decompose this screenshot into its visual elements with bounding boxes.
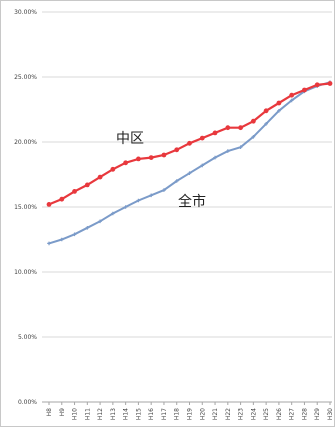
- x-tick-label: H27: [289, 408, 296, 420]
- x-tick-label: H9: [59, 408, 66, 417]
- data-point: [212, 130, 218, 136]
- data-point: [97, 174, 103, 180]
- data-point: [251, 135, 256, 139]
- data-point: [84, 182, 90, 188]
- series-0: [46, 81, 333, 207]
- x-tick-label: H8: [46, 408, 53, 417]
- data-point: [162, 188, 166, 192]
- x-tick-label: H29: [314, 408, 321, 420]
- x-tick-label: H24: [250, 408, 257, 420]
- data-point: [174, 147, 180, 153]
- x-tick-label: H13: [110, 408, 117, 420]
- x-tick-label: H26: [276, 408, 283, 420]
- data-point: [314, 82, 320, 88]
- data-point: [213, 155, 217, 160]
- data-point: [72, 189, 77, 194]
- data-point: [289, 98, 294, 103]
- data-point: [136, 198, 141, 203]
- y-tick-label: 30.00%: [14, 9, 37, 16]
- y-tick-label: 20.00%: [14, 139, 37, 146]
- series-label: 全市: [178, 193, 206, 210]
- y-tick-label: 5.00%: [18, 334, 37, 341]
- data-point: [263, 108, 269, 114]
- data-point: [123, 160, 129, 166]
- gridlines: [42, 11, 332, 403]
- x-tick-label: H20: [199, 408, 206, 420]
- data-point: [111, 211, 115, 216]
- x-tick-label: H19: [187, 408, 194, 420]
- x-tick-label: H10: [72, 408, 79, 420]
- x-tick-label: H21: [212, 408, 219, 420]
- x-axis-ticks: H8 H9 H10 H11 H12 H13 H14 H15 H16 H17 H18 H19 H20 H21…: [46, 402, 334, 420]
- x-tick-label: H25: [263, 408, 270, 420]
- data-point: [47, 241, 51, 246]
- data-point: [148, 155, 154, 161]
- data-point: [161, 152, 167, 158]
- data-point: [59, 237, 64, 242]
- x-tick-label: H28: [301, 408, 308, 420]
- x-tick-label: H15: [135, 408, 142, 420]
- x-tick-label: H11: [84, 408, 91, 420]
- data-point: [225, 125, 231, 131]
- x-tick-label: H12: [97, 408, 104, 420]
- y-axis-ticks: 0.00% 5.00% 10.00% 15.00% 20.00% 25.00% 30.00%: [14, 9, 37, 406]
- data-point: [226, 149, 230, 153]
- data-point: [264, 122, 268, 126]
- data-point: [250, 118, 256, 124]
- data-point: [238, 125, 243, 131]
- y-tick-label: 0.00%: [18, 399, 37, 406]
- data-point: [123, 205, 128, 209]
- y-tick-label: 10.00%: [14, 269, 37, 276]
- data-point: [110, 166, 116, 172]
- data-point: [302, 87, 307, 93]
- x-tick-label: H14: [123, 408, 130, 420]
- data-point: [200, 163, 205, 168]
- series-label: 中区: [116, 131, 144, 147]
- y-tick-label: 15.00%: [14, 204, 37, 211]
- data-point: [136, 156, 141, 162]
- data-point: [46, 202, 52, 207]
- data-point: [98, 219, 102, 224]
- x-tick-label: H23: [238, 408, 245, 420]
- x-tick-label: H22: [225, 408, 232, 420]
- data-point: [289, 92, 295, 98]
- data-point: [59, 196, 65, 202]
- data-point: [174, 179, 179, 183]
- data-point: [277, 109, 281, 113]
- series-lines: [46, 80, 333, 246]
- x-tick-label: H18: [174, 408, 181, 420]
- x-tick-label: H16: [148, 408, 155, 420]
- data-point: [276, 100, 282, 106]
- y-tick-label: 25.00%: [14, 74, 37, 81]
- data-point: [72, 232, 77, 237]
- data-point: [238, 145, 243, 149]
- x-tick-label: H17: [161, 408, 168, 420]
- data-point: [187, 171, 192, 175]
- data-point: [149, 193, 153, 198]
- data-point: [199, 135, 205, 141]
- data-point: [85, 226, 90, 230]
- x-tick-label: H30: [327, 408, 334, 420]
- data-point: [187, 140, 192, 146]
- data-point: [327, 81, 333, 86]
